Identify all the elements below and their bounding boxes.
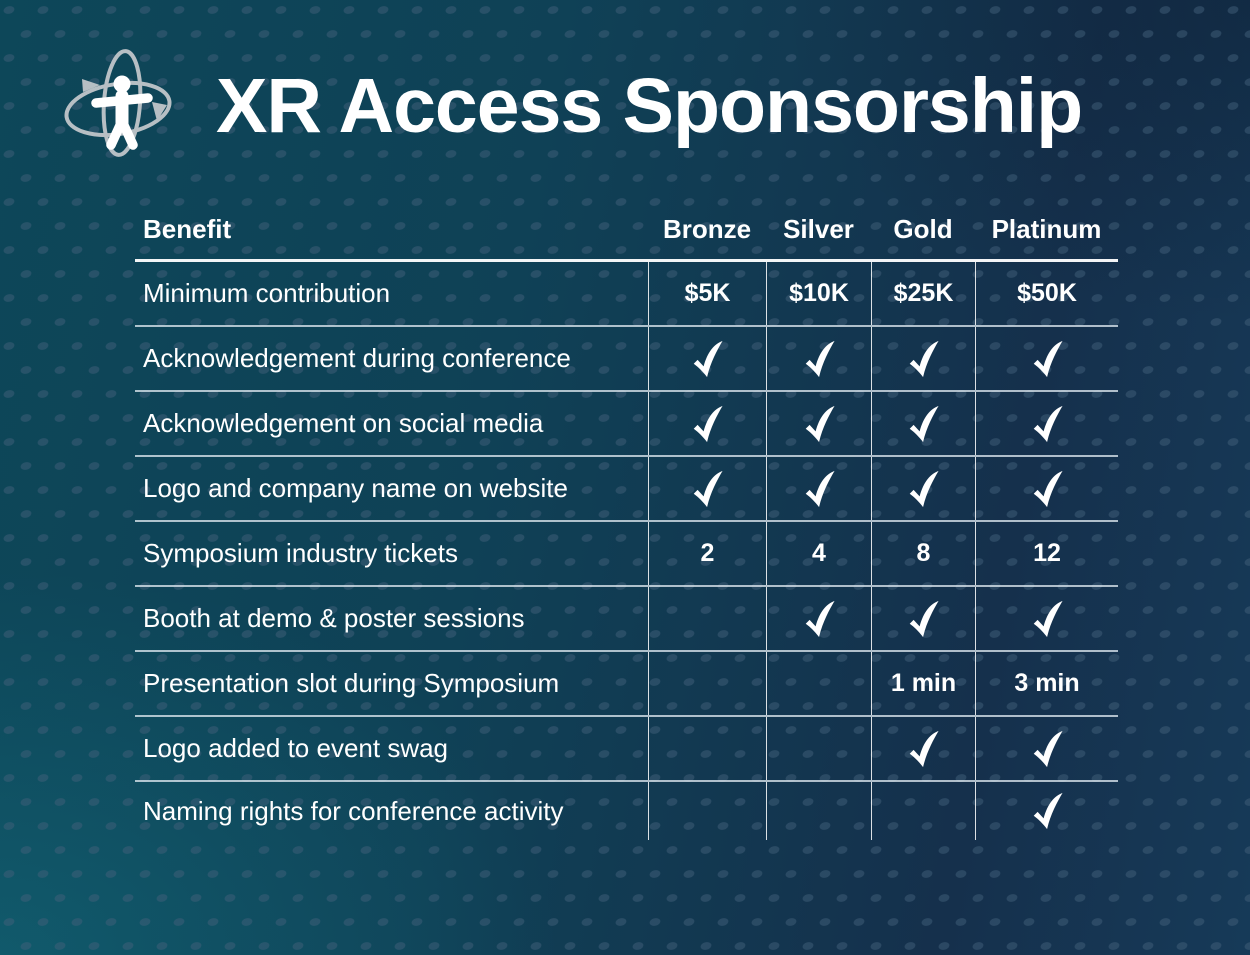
tier-cell-bronze: $5K (648, 262, 766, 325)
sponsorship-table: Benefit Bronze Silver Gold Platinum Mini… (135, 199, 1118, 840)
xr-access-logo (64, 49, 172, 157)
tier-cell-bronze (648, 652, 766, 715)
column-header-silver: Silver (783, 213, 854, 244)
check-icon (805, 470, 835, 507)
tier-cell-gold (871, 717, 975, 780)
page-title: XR Access Sponsorship (216, 63, 1083, 149)
accessibility-person-icon (91, 75, 153, 150)
tier-cell-bronze (648, 717, 766, 780)
column-header-bronze: Bronze (662, 213, 752, 244)
tier-cell-bronze (648, 327, 766, 390)
column-header-gold: Gold (893, 213, 953, 244)
tier-cell-gold (871, 782, 975, 840)
orbit-arrow-left-icon (82, 79, 100, 92)
check-icon (909, 730, 939, 767)
check-icon (805, 340, 835, 377)
tier-cell-gold (871, 327, 975, 390)
tier-cell-bronze (648, 782, 766, 840)
tier-cell-silver (766, 587, 871, 650)
tier-cell-silver (766, 457, 871, 520)
tier-cell-silver (766, 782, 871, 840)
tier-cell-platinum (975, 717, 1118, 780)
tier-cell-platinum: $50K (975, 262, 1118, 325)
table-row: Minimum contribution $5K $10K $25K $50K (135, 262, 1118, 327)
tier-cell-gold: 1 min (871, 652, 975, 715)
check-icon (1033, 792, 1063, 830)
check-icon (1033, 470, 1063, 507)
tier-cell-gold (871, 457, 975, 520)
tier-cell-silver: $10K (766, 262, 871, 325)
check-icon (693, 340, 723, 377)
tier-cell-platinum (975, 392, 1118, 455)
orbit-arrow-right-icon (152, 102, 167, 121)
table-row: Naming rights for conference activity (135, 782, 1118, 840)
tier-cell-platinum: 12 (975, 522, 1118, 585)
column-header-benefit: Benefit (143, 213, 232, 244)
tier-cell-gold (871, 587, 975, 650)
tier-cell-gold: 8 (871, 522, 975, 585)
check-icon (909, 600, 939, 637)
table-row: Acknowledgement during conference (135, 327, 1118, 392)
tier-cell-platinum (975, 327, 1118, 390)
benefit-label: Acknowledgement during conference (143, 343, 571, 373)
tier-cell-silver (766, 717, 871, 780)
check-icon (805, 405, 835, 442)
tier-cell-silver (766, 652, 871, 715)
column-header-platinum: Platinum (991, 213, 1102, 244)
check-icon (1033, 405, 1063, 442)
table-row: Symposium industry tickets 2 4 8 12 (135, 522, 1118, 587)
tier-cell-platinum: 3 min (975, 652, 1118, 715)
check-icon (693, 470, 723, 507)
tier-cell-silver (766, 392, 871, 455)
benefit-label: Logo added to event swag (143, 733, 449, 763)
benefit-label: Symposium industry tickets (143, 538, 458, 568)
table-row: Logo added to event swag (135, 717, 1118, 782)
benefit-label: Presentation slot during Symposium (143, 668, 560, 698)
table-row: Presentation slot during Symposium 1 min… (135, 652, 1118, 717)
benefit-label: Naming rights for conference activity (143, 795, 564, 826)
benefit-label: Booth at demo & poster sessions (143, 603, 525, 633)
check-icon (909, 405, 939, 442)
benefit-label: Logo and company name on website (143, 473, 568, 503)
check-icon (1033, 340, 1063, 377)
table-row: Acknowledgement on social media (135, 392, 1118, 457)
benefit-label: Acknowledgement on social media (143, 408, 544, 438)
tier-cell-silver (766, 327, 871, 390)
table-row: Booth at demo & poster sessions (135, 587, 1118, 652)
check-icon (909, 470, 939, 507)
tier-cell-silver: 4 (766, 522, 871, 585)
check-icon (693, 405, 723, 442)
tier-cell-platinum (975, 587, 1118, 650)
check-icon (909, 340, 939, 377)
tier-cell-bronze (648, 587, 766, 650)
tier-cell-bronze: 2 (648, 522, 766, 585)
tier-cell-platinum (975, 782, 1118, 840)
check-icon (805, 600, 835, 637)
tier-cell-bronze (648, 457, 766, 520)
tier-cell-bronze (648, 392, 766, 455)
table-header-row: Benefit Bronze Silver Gold Platinum (135, 199, 1118, 262)
check-icon (1033, 600, 1063, 637)
tier-cell-gold: $25K (871, 262, 975, 325)
check-icon (1033, 730, 1063, 767)
tier-cell-gold (871, 392, 975, 455)
table-row: Logo and company name on website (135, 457, 1118, 522)
tier-cell-platinum (975, 457, 1118, 520)
benefit-label: Minimum contribution (143, 278, 391, 308)
